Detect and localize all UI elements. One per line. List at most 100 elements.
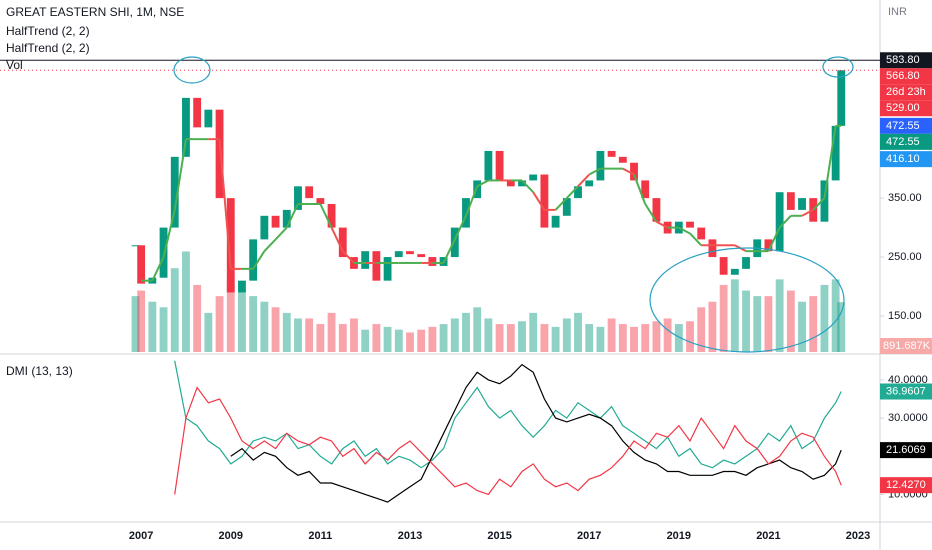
candle	[238, 280, 246, 293]
candle	[226, 198, 235, 293]
price-label-bg	[880, 151, 932, 168]
volume-bar	[282, 312, 291, 352]
volume-bar	[837, 302, 846, 352]
candle	[450, 227, 459, 258]
price-label: 472.55	[886, 120, 920, 132]
halftrend-line	[588, 167, 601, 176]
candle	[193, 97, 202, 128]
candle	[540, 174, 549, 228]
price-label-bg	[880, 100, 932, 117]
indicator-legend[interactable]: Vol	[6, 58, 23, 72]
volume-bar	[641, 324, 650, 352]
symbol-title[interactable]: GREAT EASTERN SHI, 1M, NSE	[6, 5, 184, 19]
volume-bar	[159, 307, 168, 352]
halftrend-line	[330, 227, 344, 252]
candle	[775, 192, 784, 252]
halftrend-line	[633, 174, 647, 205]
candle	[249, 239, 258, 281]
volume-bar	[775, 279, 784, 352]
price-label-bg	[880, 133, 932, 150]
x-tick-label: 2015	[487, 530, 511, 542]
halftrend-line	[442, 238, 456, 264]
price-label: 566.80	[886, 70, 920, 82]
candle	[742, 257, 750, 269]
candle	[417, 254, 426, 258]
candle	[837, 70, 846, 126]
candle	[406, 251, 414, 255]
volume-bar	[193, 284, 202, 352]
volume-bar	[753, 296, 762, 352]
countdown: 26d 23h	[886, 86, 926, 98]
halftrend-line	[465, 185, 479, 217]
volume-bar	[484, 318, 493, 352]
x-tick-label: 2021	[756, 530, 780, 542]
value-label-bg	[880, 442, 932, 459]
candle	[551, 215, 560, 228]
x-tick-label: 2009	[219, 530, 243, 542]
candle	[462, 198, 470, 228]
candle	[282, 209, 291, 228]
value-label: 36.9607	[886, 385, 926, 397]
x-tick-label: 2007	[129, 530, 153, 542]
indicator-legend[interactable]: HalfTrend (2, 2)	[6, 41, 90, 55]
indicator-legend[interactable]: HalfTrend (2, 2)	[6, 24, 90, 38]
value-label-bg	[880, 477, 932, 494]
candle	[338, 227, 347, 258]
candle	[473, 180, 482, 199]
halftrend-line	[644, 203, 658, 223]
volume-bar	[562, 318, 571, 352]
y-tick-label: 250.00	[888, 251, 922, 263]
volume-bar	[574, 312, 582, 352]
volume-bar	[506, 324, 515, 352]
candle	[798, 198, 806, 210]
halftrend-line	[778, 215, 792, 229]
volume-bar	[394, 329, 403, 352]
candle	[506, 180, 515, 187]
volume-bar	[798, 301, 806, 352]
halftrend-line	[812, 197, 826, 211]
volume-bar	[361, 329, 370, 352]
candle	[686, 221, 694, 228]
halftrend-line	[554, 197, 568, 211]
candle	[607, 150, 616, 157]
indicator-legend[interactable]: DMI (13, 13)	[6, 364, 73, 378]
candle	[630, 162, 638, 181]
volume-bar	[529, 312, 538, 352]
volume-bar	[249, 296, 258, 352]
volume-bar	[137, 290, 146, 352]
candle	[831, 125, 840, 181]
volume-bar	[652, 321, 661, 352]
volume-bar	[686, 321, 694, 352]
value-label-bg	[880, 383, 932, 400]
halftrend-line	[252, 250, 266, 270]
halftrend-line	[476, 179, 489, 188]
halftrend-line	[566, 185, 579, 199]
volume-bar	[372, 324, 381, 352]
volume-bar	[327, 312, 336, 352]
candle	[618, 156, 627, 163]
volume-bar	[439, 324, 448, 352]
volume-bar	[809, 296, 818, 352]
volume-bar	[730, 279, 739, 352]
volume-label-bg	[880, 338, 932, 354]
volume-bar	[170, 268, 179, 352]
volume-bar	[719, 284, 728, 352]
drawing-circle	[822, 56, 854, 78]
volume-bar	[495, 324, 504, 352]
volume-bar	[585, 324, 594, 352]
candle	[372, 251, 381, 281]
volume-bar	[462, 312, 470, 352]
volume-bar	[618, 324, 627, 352]
volume-bar	[820, 284, 829, 352]
volume-bar	[674, 324, 683, 352]
halftrend-line	[263, 238, 277, 252]
dmi-line	[230, 363, 842, 503]
volume-bar	[551, 326, 560, 352]
candle	[204, 109, 213, 128]
x-tick-label: 2023	[846, 530, 870, 542]
volume-bar	[305, 318, 314, 352]
volume-bar	[607, 318, 616, 352]
candle	[786, 192, 795, 210]
price-label: 529.00	[886, 102, 920, 114]
